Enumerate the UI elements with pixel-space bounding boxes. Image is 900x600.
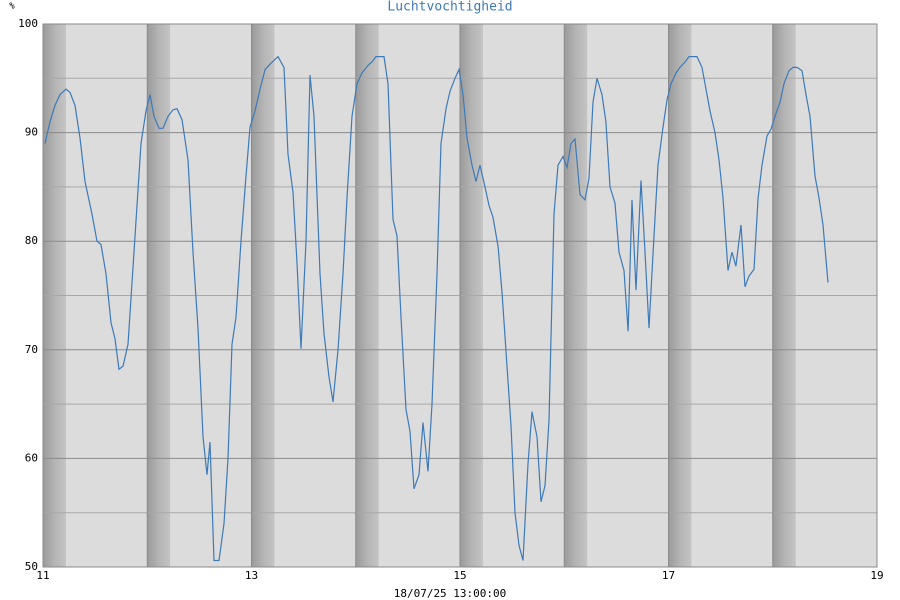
plot-border	[42, 23, 878, 568]
y-axis-label: %	[9, 2, 15, 12]
chart-title: Luchtvochtigheid	[387, 0, 512, 15]
y-tick-label: 80	[25, 234, 38, 247]
y-tick-label: 70	[25, 343, 38, 356]
x-tick-label: 13	[245, 569, 258, 582]
x-axis-label: 18/07/25 13:00:00	[394, 587, 507, 600]
x-tick-label: 17	[662, 569, 675, 582]
x-tick-label: 15	[453, 569, 466, 582]
y-tick-label: 50	[25, 560, 38, 573]
y-tick-label: 60	[25, 451, 38, 464]
x-tick-label: 11	[36, 569, 49, 582]
data-line	[44, 55, 829, 562]
y-tick-label: 100	[18, 17, 38, 30]
x-tick-label: 19	[870, 569, 883, 582]
y-tick-label: 90	[25, 126, 38, 139]
